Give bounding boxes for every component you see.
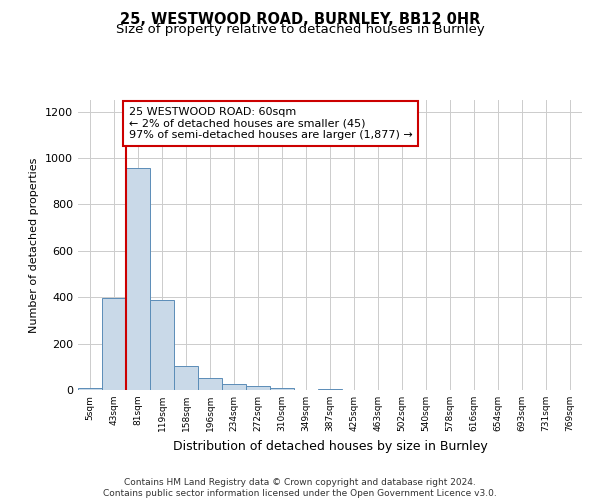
Text: 25 WESTWOOD ROAD: 60sqm
← 2% of detached houses are smaller (45)
97% of semi-det: 25 WESTWOOD ROAD: 60sqm ← 2% of detached… — [129, 107, 413, 140]
Bar — [270, 388, 294, 390]
Bar — [318, 389, 342, 390]
X-axis label: Distribution of detached houses by size in Burnley: Distribution of detached houses by size … — [173, 440, 487, 452]
Text: Size of property relative to detached houses in Burnley: Size of property relative to detached ho… — [116, 24, 484, 36]
Bar — [174, 366, 198, 390]
Bar — [222, 384, 246, 390]
Text: 25, WESTWOOD ROAD, BURNLEY, BB12 0HR: 25, WESTWOOD ROAD, BURNLEY, BB12 0HR — [120, 12, 480, 28]
Bar — [78, 388, 102, 390]
Bar — [150, 300, 174, 390]
Bar — [246, 386, 270, 390]
Bar — [126, 168, 150, 390]
Bar — [198, 378, 222, 390]
Bar — [102, 298, 126, 390]
Y-axis label: Number of detached properties: Number of detached properties — [29, 158, 40, 332]
Text: Contains HM Land Registry data © Crown copyright and database right 2024.
Contai: Contains HM Land Registry data © Crown c… — [103, 478, 497, 498]
